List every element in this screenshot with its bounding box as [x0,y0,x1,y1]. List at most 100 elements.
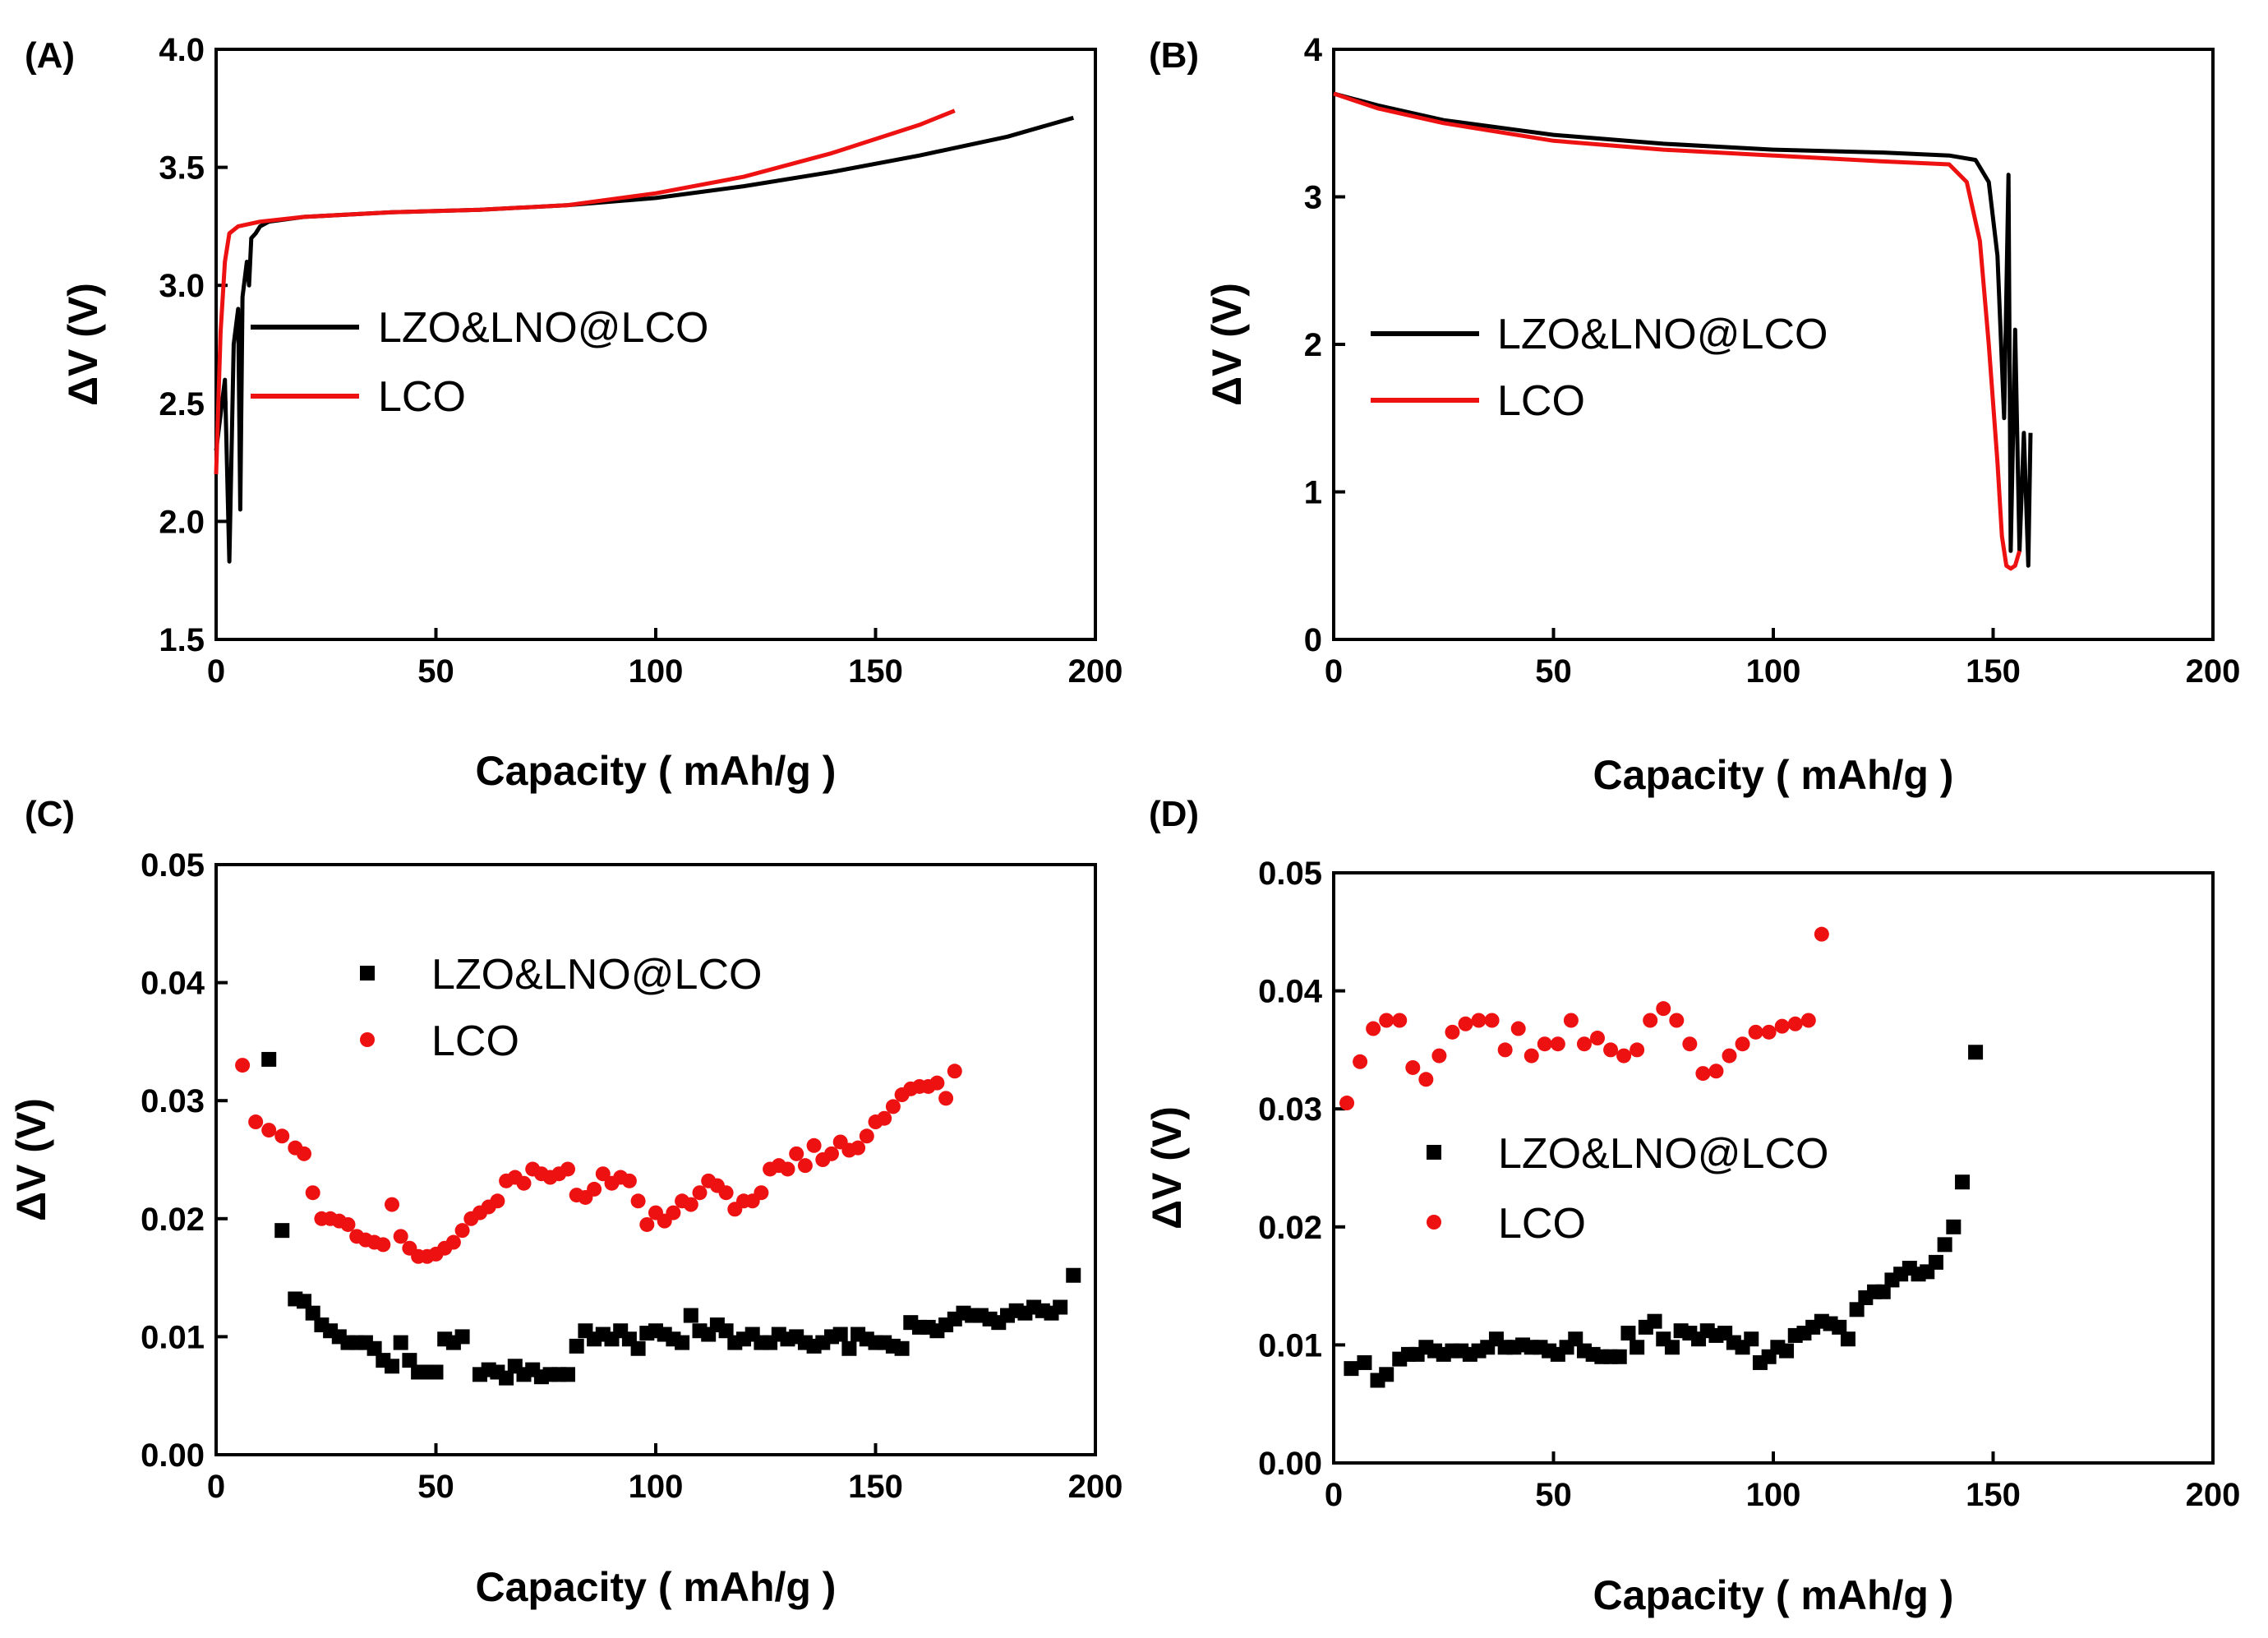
data-point-lco [1590,1031,1605,1046]
series-line-lzo [214,115,1074,564]
data-point-lco [385,1197,399,1212]
data-point-lco [490,1193,505,1209]
x-tick-label: 50 [1535,653,1572,690]
data-point-lco [1603,1042,1619,1058]
legend-marker-lzo-d [1427,1145,1441,1160]
panel-label-c: (C) [25,794,75,834]
data-point-lzo [1928,1254,1943,1270]
data-point-lco [1418,1072,1434,1087]
y-axis-ticks-a: 1.5 2.0 2.5 3.0 3.5 4.0 [159,32,228,658]
data-point-lco [235,1058,251,1073]
data-point-lzo [1379,1367,1394,1382]
y-tick-label: 0.01 [1258,1327,1322,1363]
y-tick-label: 0.00 [1258,1446,1322,1482]
panel-a: (A) 0 50 100 150 200 1.5 2.0 2.5 3.0 3.5 4.0 Capa… [25,32,1122,794]
y-tick-label: 1 [1304,475,1322,511]
data-point-lzo [1875,1284,1891,1299]
legend-c: LZO&LNO@LCO LCO [360,951,762,1065]
y-tick-label: 0.03 [1258,1091,1322,1128]
data-point-lzo [718,1323,734,1339]
data-point-lco [516,1175,532,1191]
data-point-lzo [1955,1174,1971,1190]
data-point-lco [1353,1054,1368,1069]
data-point-lco [1445,1024,1460,1040]
data-point-lco [630,1193,646,1209]
data-point-lzo [1832,1319,1847,1335]
data-point-lco [859,1128,874,1144]
data-point-lco [1471,1013,1487,1028]
data-point-lzo [261,1051,277,1067]
legend-d: LZO&LNO@LCO LCO [1427,1130,1828,1248]
data-point-lco [885,1099,901,1114]
panel-b: (B) 0 50 100 150 200 0 1 2 3 4 Capacity ( mAh/g … [1149,32,2240,798]
data-point-lco [1563,1013,1579,1028]
data-point-lzo [569,1338,584,1354]
data-point-lzo [393,1335,408,1350]
x-axis-ticks-a: 0 50 100 150 200 [207,628,1122,690]
data-point-lco [445,1234,461,1250]
data-point-lzo [499,1370,514,1386]
data-point-lco [248,1114,264,1130]
x-tick-label: 50 [417,653,454,690]
y-tick-label: 3 [1304,180,1322,216]
data-point-lco [1735,1036,1750,1052]
data-point-lco [754,1185,769,1201]
data-point-lco [683,1197,698,1212]
legend-label-lzo-d: LZO&LNO@LCO [1498,1130,1828,1178]
data-point-lco [666,1205,681,1220]
legend-b: LZO&LNO@LCO LCO [1371,311,1828,425]
x-axis-label-d: Capacity ( mAh/g ) [1593,1572,1954,1618]
legend-label-lco-a: LCO [378,373,466,421]
data-point-lco [1708,1064,1724,1079]
data-point-lco [1695,1066,1711,1082]
x-tick-label: 150 [848,653,903,690]
data-point-lzo [675,1335,690,1350]
data-point-lco [1643,1013,1658,1028]
data-point-lco [595,1166,611,1182]
data-point-lco [797,1158,813,1174]
data-point-lzo [1744,1331,1759,1347]
data-point-lco [261,1123,277,1138]
data-point-lco [1510,1021,1526,1036]
y-axis-ticks-c: 0.00 0.01 0.02 0.03 0.04 0.05 [141,847,228,1474]
x-axis-label-a: Capacity ( mAh/g ) [476,748,837,794]
x-tick-label: 0 [1325,1477,1343,1513]
data-point-lzo [1840,1331,1855,1347]
data-point-lco [780,1161,795,1177]
data-point-lco [340,1216,356,1232]
data-point-lzo [274,1223,290,1239]
series-layer-b [1333,91,2033,571]
data-point-lco [1682,1036,1698,1052]
y-tick-label: 0 [1304,622,1322,658]
data-point-lco [1497,1042,1513,1058]
x-tick-label: 0 [207,1469,225,1505]
y-tick-label: 0.02 [141,1202,205,1238]
panel-c: (C) 0 50 100 150 200 0.000.010.020.030.040.0… [8,794,1122,1610]
legend-a: LZO&LNO@LCO LCO [251,304,708,421]
y-tick-label: 0.05 [141,847,205,884]
data-point-lzo [1946,1219,1961,1234]
y-tick-label: 2.0 [159,504,205,540]
data-point-lzo [683,1308,698,1323]
y-tick-label: 0.00 [141,1437,205,1474]
data-point-lzo [1647,1313,1662,1329]
x-tick-label: 100 [629,653,684,690]
data-point-lco [938,1091,954,1106]
y-tick-label: 3.0 [159,268,205,304]
data-point-lco [1748,1024,1763,1040]
data-point-lco [1800,1013,1816,1028]
data-point-lco [297,1146,311,1161]
data-point-lco [718,1185,734,1201]
x-tick-label: 0 [207,653,225,690]
data-point-lzo [454,1329,470,1345]
y-tick-label: 0.04 [141,966,205,1002]
data-point-lco [850,1140,866,1156]
data-point-lco [376,1237,391,1253]
data-point-lco [877,1110,892,1126]
data-point-lco [789,1146,804,1161]
y-tick-label: 2 [1304,327,1322,363]
data-point-lco [1405,1059,1421,1075]
data-point-lzo [1968,1045,1984,1060]
y-tick-label: 4.0 [159,32,205,68]
y-axis-ticks-b: 0 1 2 3 4 [1304,32,1345,658]
